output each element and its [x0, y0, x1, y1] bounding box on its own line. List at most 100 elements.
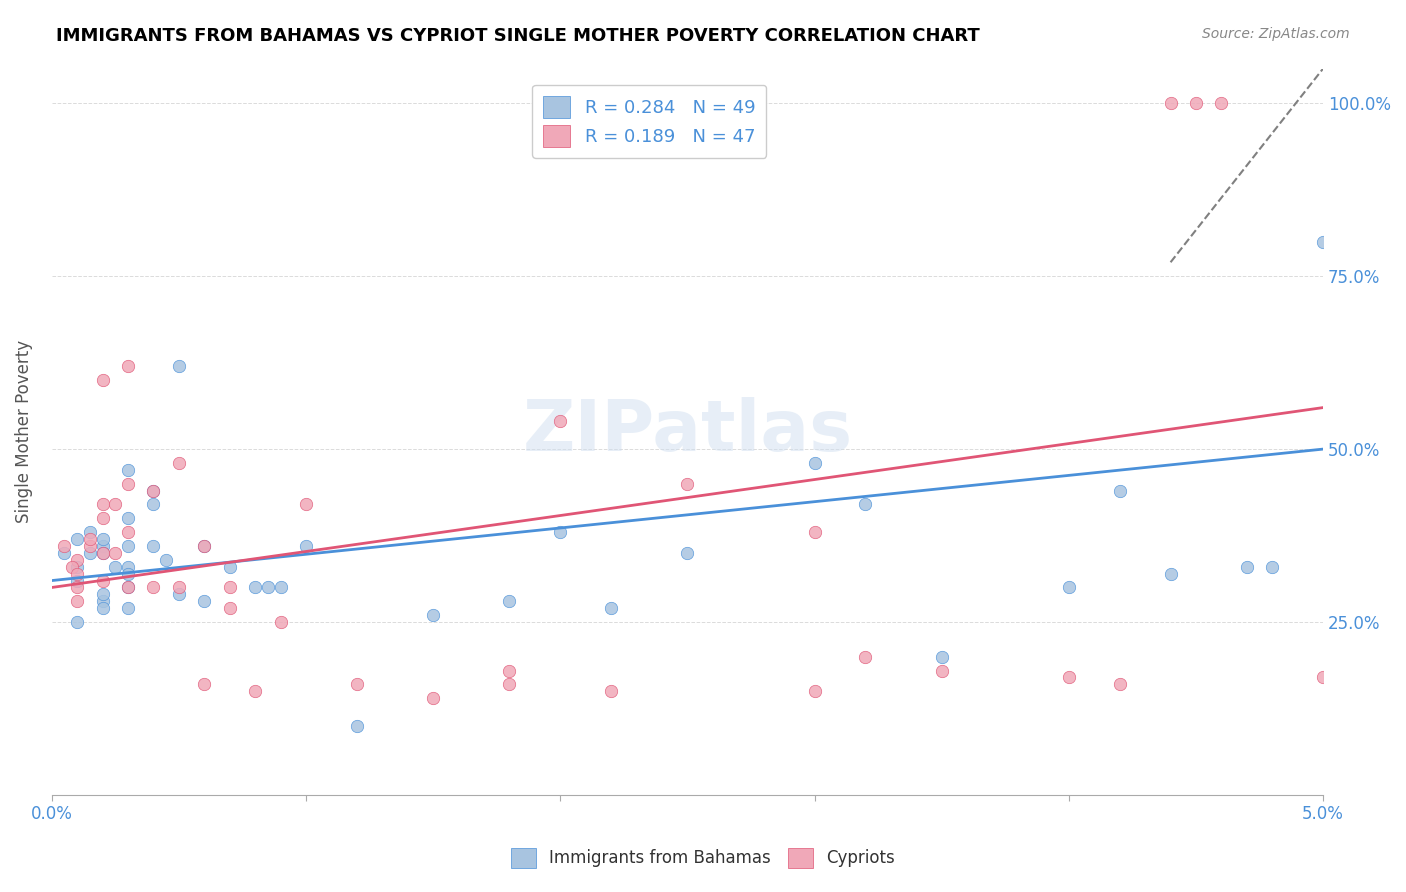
Text: ZIPatlas: ZIPatlas	[523, 397, 852, 467]
Point	[79, 539, 101, 553]
Point	[422, 691, 444, 706]
Point	[676, 546, 699, 560]
Point	[155, 553, 177, 567]
Point	[422, 608, 444, 623]
Point	[550, 525, 572, 540]
Point	[117, 463, 139, 477]
Legend: R = 0.284   N = 49, R = 0.189   N = 47: R = 0.284 N = 49, R = 0.189 N = 47	[533, 85, 766, 158]
Point	[66, 574, 89, 588]
Point	[1211, 96, 1233, 111]
Point	[855, 498, 877, 512]
Point	[91, 594, 114, 608]
Point	[104, 546, 127, 560]
Point	[142, 483, 165, 498]
Point	[66, 532, 89, 546]
Point	[91, 574, 114, 588]
Point	[117, 476, 139, 491]
Point	[66, 615, 89, 629]
Point	[193, 539, 215, 553]
Point	[104, 498, 127, 512]
Point	[600, 601, 623, 615]
Point	[167, 581, 190, 595]
Legend: Immigrants from Bahamas, Cypriots: Immigrants from Bahamas, Cypriots	[505, 841, 901, 875]
Point	[167, 456, 190, 470]
Point	[66, 581, 89, 595]
Point	[79, 525, 101, 540]
Point	[1185, 96, 1208, 111]
Point	[117, 581, 139, 595]
Point	[91, 373, 114, 387]
Point	[1108, 483, 1130, 498]
Point	[270, 615, 292, 629]
Point	[117, 566, 139, 581]
Point	[295, 498, 318, 512]
Point	[193, 594, 215, 608]
Point	[91, 546, 114, 560]
Point	[346, 677, 368, 691]
Point	[79, 546, 101, 560]
Point	[931, 664, 953, 678]
Point	[117, 581, 139, 595]
Point	[498, 594, 520, 608]
Point	[104, 559, 127, 574]
Point	[1057, 581, 1080, 595]
Point	[117, 359, 139, 373]
Point	[142, 498, 165, 512]
Point	[270, 581, 292, 595]
Point	[1057, 670, 1080, 684]
Point	[1160, 566, 1182, 581]
Point	[1236, 559, 1258, 574]
Point	[91, 601, 114, 615]
Point	[1312, 670, 1334, 684]
Point	[60, 559, 83, 574]
Y-axis label: Single Mother Poverty: Single Mother Poverty	[15, 340, 32, 524]
Point	[550, 414, 572, 428]
Point	[66, 559, 89, 574]
Point	[1108, 677, 1130, 691]
Point	[91, 546, 114, 560]
Point	[1312, 235, 1334, 249]
Point	[91, 498, 114, 512]
Point	[257, 581, 280, 595]
Point	[193, 677, 215, 691]
Point	[167, 587, 190, 601]
Text: IMMIGRANTS FROM BAHAMAS VS CYPRIOT SINGLE MOTHER POVERTY CORRELATION CHART: IMMIGRANTS FROM BAHAMAS VS CYPRIOT SINGL…	[56, 27, 980, 45]
Point	[66, 553, 89, 567]
Point	[142, 539, 165, 553]
Point	[91, 511, 114, 525]
Text: Source: ZipAtlas.com: Source: ZipAtlas.com	[1202, 27, 1350, 41]
Point	[931, 649, 953, 664]
Point	[676, 476, 699, 491]
Point	[91, 532, 114, 546]
Point	[243, 684, 266, 698]
Point	[803, 525, 825, 540]
Point	[295, 539, 318, 553]
Point	[193, 539, 215, 553]
Point	[498, 664, 520, 678]
Point	[91, 587, 114, 601]
Point	[142, 581, 165, 595]
Point	[142, 483, 165, 498]
Point	[1261, 559, 1284, 574]
Point	[66, 594, 89, 608]
Point	[1160, 96, 1182, 111]
Point	[117, 539, 139, 553]
Point	[855, 649, 877, 664]
Point	[117, 559, 139, 574]
Point	[803, 684, 825, 698]
Point	[498, 677, 520, 691]
Point	[803, 456, 825, 470]
Point	[218, 559, 240, 574]
Point	[117, 525, 139, 540]
Point	[91, 539, 114, 553]
Point	[79, 532, 101, 546]
Point	[53, 539, 76, 553]
Point	[600, 684, 623, 698]
Point	[66, 566, 89, 581]
Point	[117, 511, 139, 525]
Point	[346, 719, 368, 733]
Point	[243, 581, 266, 595]
Point	[117, 601, 139, 615]
Point	[167, 359, 190, 373]
Point	[218, 581, 240, 595]
